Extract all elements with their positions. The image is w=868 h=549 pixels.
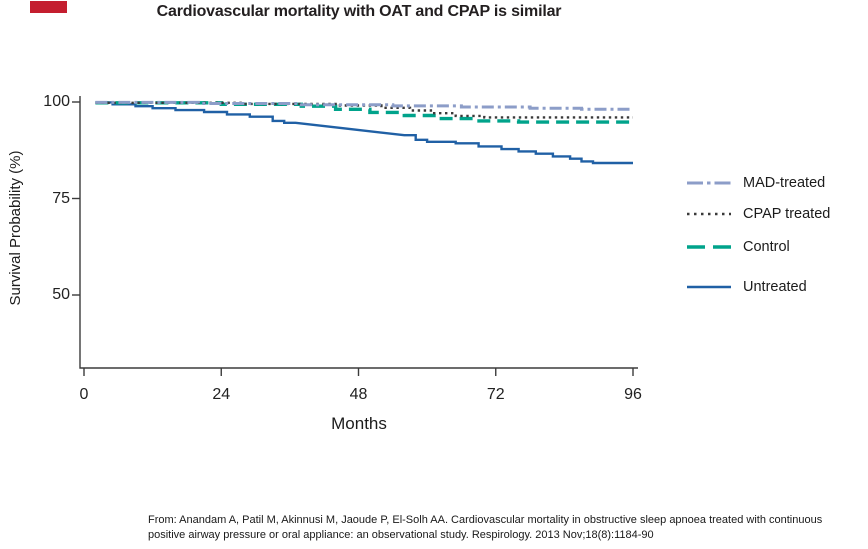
- legend-label: MAD-treated: [743, 175, 826, 191]
- chart-legend: MAD-treated CPAP treated Control Untreated: [686, 175, 866, 295]
- legend-label: Untreated: [743, 279, 807, 295]
- x-tick-label-24: 24: [212, 386, 231, 403]
- series-line-control: [95, 101, 633, 124]
- x-axis-label: Months: [331, 414, 387, 433]
- legend-item-mad-treated: MAD-treated: [686, 175, 866, 191]
- y-tick-label-50: 50: [52, 286, 70, 303]
- mad-treated-line-sample-icon: [687, 181, 731, 185]
- legend-item-cpap-treated: CPAP treated: [686, 206, 866, 222]
- series-line-mad-treated: [95, 100, 633, 111]
- citation-line-2: positive airway pressure or oral applian…: [148, 529, 654, 541]
- legend-label: CPAP treated: [743, 206, 831, 222]
- x-tick-label-48: 48: [349, 386, 368, 403]
- untreated-line-sample-icon: [687, 285, 731, 289]
- series-line-untreated: [95, 101, 633, 165]
- red-accent-mark: [30, 1, 67, 13]
- legend-item-untreated: Untreated: [686, 279, 866, 295]
- y-tick-label-75: 75: [52, 189, 70, 207]
- legend-label: Control: [743, 239, 790, 255]
- y-tick-label-100: 100: [43, 93, 70, 110]
- legend-item-control: Control: [686, 239, 866, 255]
- citation-line-1: From: Anandam A, Patil M, Akinnusi M, Ja…: [148, 514, 823, 526]
- cpap-treated-line-sample-icon: [687, 212, 731, 216]
- axes: [79, 96, 638, 369]
- x-tick-label-96: 96: [624, 386, 642, 403]
- citation: From: Anandam A, Patil M, Akinnusi M, Ja…: [148, 513, 864, 543]
- control-line-sample-icon: [687, 245, 731, 249]
- chart-title: Cardiovascular mortality with OAT and CP…: [156, 3, 562, 20]
- x-tick-label-0: 0: [79, 386, 89, 403]
- x-tick-label-72: 72: [486, 386, 505, 403]
